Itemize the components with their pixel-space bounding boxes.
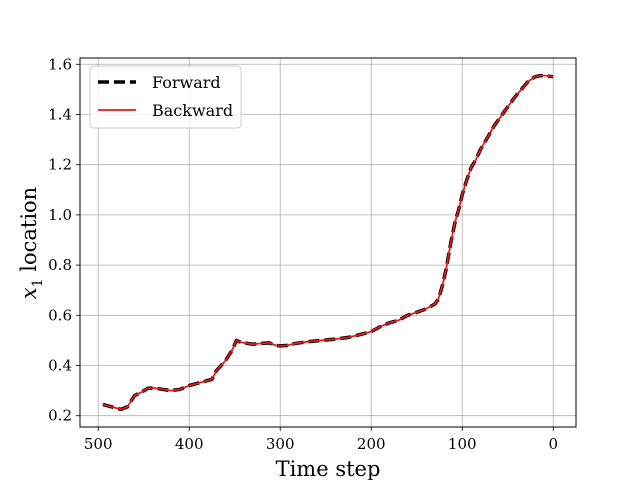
y-tick-label: 1.4 bbox=[48, 105, 72, 123]
y-axis-label: x1 location bbox=[17, 187, 46, 299]
x-tick-label: 300 bbox=[266, 435, 295, 453]
y-tick-label: 1.0 bbox=[48, 206, 72, 224]
x-tick-label: 500 bbox=[84, 435, 113, 453]
legend-backward-label: Backward bbox=[152, 101, 233, 120]
x-tick-label: 400 bbox=[175, 435, 204, 453]
x-tick-label: 0 bbox=[548, 435, 558, 453]
series-line-backward bbox=[102, 74, 554, 411]
y-tick-label: 0.2 bbox=[48, 407, 72, 425]
series-layer bbox=[102, 73, 554, 412]
axis-ticks: 500 400 300 200 100 0 0.2 0.4 0.6 0.8 1.0 1.2 1.4 1.6 bbox=[48, 55, 558, 453]
y-tick-label: 0.8 bbox=[48, 256, 72, 274]
x-axis-label: Time step bbox=[276, 457, 381, 480]
legend-box bbox=[89, 65, 242, 129]
legend: Forward Backward bbox=[89, 65, 242, 129]
x-tick-label: 200 bbox=[357, 435, 386, 453]
grid-lines bbox=[80, 58, 576, 427]
legend-forward-label: Forward bbox=[152, 73, 221, 92]
y-tick-label: 0.6 bbox=[48, 306, 72, 324]
y-axis-label-var: x bbox=[17, 287, 41, 299]
plot-frame bbox=[79, 57, 577, 428]
y-tick-label: 1.6 bbox=[48, 55, 72, 73]
y-axis-label-rest: location bbox=[17, 187, 41, 279]
y-tick-label: 0.4 bbox=[48, 357, 72, 375]
x-tick-label: 100 bbox=[448, 435, 477, 453]
y-axis-label-sub: 1 bbox=[30, 278, 46, 287]
y-tick-label: 1.2 bbox=[48, 156, 72, 174]
